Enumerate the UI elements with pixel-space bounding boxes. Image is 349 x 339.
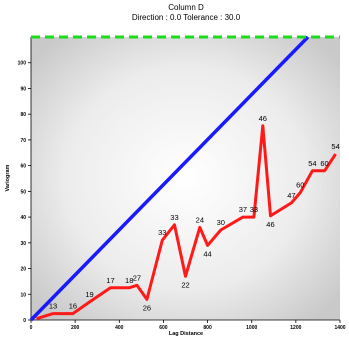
- data-label: 33: [158, 228, 166, 237]
- data-label: 60: [320, 159, 328, 168]
- data-label: 26: [143, 303, 151, 312]
- y-tick-label: 60: [20, 164, 26, 170]
- data-label: 44: [203, 249, 211, 258]
- data-label: 22: [181, 280, 189, 289]
- data-label: 37: [239, 205, 247, 214]
- x-tick-label: 800: [203, 325, 212, 331]
- data-label: 54: [308, 159, 316, 168]
- data-label: 33: [170, 213, 178, 222]
- data-label: 18: [125, 276, 133, 285]
- x-tick-label: 0: [30, 325, 33, 331]
- y-tick-label: 80: [20, 112, 26, 118]
- y-tick-label: 20: [20, 267, 26, 273]
- x-tick-label: 1000: [246, 325, 257, 331]
- series-layer: [29, 35, 340, 322]
- y-tick-label: 40: [20, 215, 26, 221]
- chart-title: Column D: [168, 3, 204, 12]
- y-tick-label: 0: [23, 318, 26, 324]
- y-tick-label: 70: [20, 138, 26, 144]
- x-axis-label: Lag Distance: [169, 331, 203, 337]
- data-label: 13: [49, 302, 57, 311]
- x-tick-label: 1200: [290, 325, 301, 331]
- data-label: 46: [266, 220, 274, 229]
- x-tick-label: 1400: [334, 325, 345, 331]
- chart-subtitle: Direction : 0.0 Tolerance : 30.0: [132, 13, 241, 22]
- y-tick-label: 50: [20, 189, 26, 195]
- data-label: 19: [85, 290, 93, 299]
- y-axis-ticks: 0 10 20 30 40 50 60 70 80 90 100: [18, 61, 31, 324]
- data-label: 54: [331, 142, 339, 151]
- data-label: 60: [296, 181, 304, 190]
- y-axis-label: Variogram: [5, 164, 11, 191]
- data-label: 46: [259, 114, 267, 123]
- x-tick-label: 600: [159, 325, 168, 331]
- data-label: 27: [133, 273, 141, 282]
- y-tick-label: 90: [20, 86, 26, 92]
- y-tick-label: 100: [18, 61, 27, 67]
- x-tick-label: 400: [115, 325, 124, 331]
- data-label: 16: [69, 302, 77, 311]
- data-label: 47: [287, 191, 295, 200]
- experimental-variogram-line: [36, 124, 337, 321]
- data-label: 33: [250, 205, 258, 214]
- data-label: 30: [217, 218, 225, 227]
- x-axis-ticks: 0 200 400 600 800 1000 1200 1400: [30, 320, 346, 331]
- model-variogram-line: [29, 35, 310, 322]
- data-label: 17: [106, 276, 114, 285]
- y-tick-label: 30: [20, 241, 26, 247]
- y-tick-label: 10: [20, 292, 26, 298]
- data-label: 24: [196, 215, 204, 224]
- x-tick-label: 200: [71, 325, 80, 331]
